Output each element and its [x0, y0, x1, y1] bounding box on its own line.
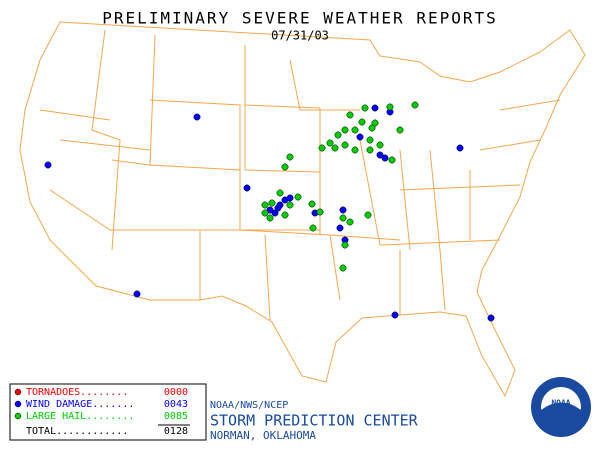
legend: TORNADOES........ 0000 WIND DAMAGE....... 0… [14, 387, 190, 437]
report-dot [336, 224, 344, 232]
report-dot [364, 211, 372, 219]
report-dot [193, 113, 201, 121]
report-dot [271, 209, 279, 217]
report-dot [294, 193, 302, 201]
report-dot [316, 208, 324, 216]
report-dot [268, 199, 276, 207]
legend-count: 0085 [164, 411, 188, 422]
report-dot [388, 156, 396, 164]
noaa-logo: NOAA [531, 377, 591, 437]
report-dot [351, 146, 359, 154]
report-dot [281, 211, 289, 219]
title: PRELIMINARY SEVERE WEATHER REPORTS [102, 9, 498, 28]
report-dot [371, 119, 379, 127]
legend-dot [14, 388, 22, 396]
report-dot [274, 204, 282, 212]
report-dot [286, 194, 294, 202]
report-dot [376, 141, 384, 149]
report-dot [346, 218, 354, 226]
report-dot [266, 214, 274, 222]
report-dot [286, 153, 294, 161]
state-lines [39, 29, 561, 321]
report-dot [309, 224, 317, 232]
report-dot [351, 126, 359, 134]
map [19, 21, 586, 398]
report-dot [358, 118, 366, 126]
report-dot [346, 111, 354, 119]
report-dot [339, 206, 347, 214]
location: NORMAN, OKLAHOMA [210, 429, 316, 442]
report-dot [341, 126, 349, 134]
report-dot [376, 151, 384, 159]
report-dot [411, 101, 419, 109]
report-dot [391, 311, 399, 319]
report-dot [371, 104, 379, 112]
report-dot [261, 209, 269, 217]
report-dot [133, 290, 141, 298]
report-dot [341, 241, 349, 249]
report-dot [261, 201, 269, 209]
report-dot [308, 200, 316, 208]
total-count: 0128 [164, 426, 188, 437]
report-dots [44, 101, 495, 322]
report-dot [276, 189, 284, 197]
agency: NOAA/NWS/NCEP [210, 400, 288, 411]
logo-text: NOAA [551, 399, 570, 408]
report-dot [266, 206, 274, 214]
report-dot [281, 163, 289, 171]
report-dot [243, 184, 251, 192]
date: 07/31/03 [271, 29, 329, 43]
report-dot [326, 139, 334, 147]
report-dot [334, 131, 342, 139]
report-dot [286, 201, 294, 209]
report-dot [331, 144, 339, 152]
report-dot [396, 126, 404, 134]
legend-label: LARGE HAIL........ [26, 411, 134, 422]
report-dot [368, 124, 376, 132]
report-dot [487, 314, 495, 322]
legend-dot [14, 412, 22, 420]
center: STORM PREDICTION CENTER [210, 412, 419, 430]
report-dot [341, 141, 349, 149]
legend-count: 0043 [164, 399, 188, 410]
report-dot [366, 146, 374, 154]
legend-box [9, 383, 207, 441]
legend-count: 0000 [164, 387, 188, 398]
report-dot [318, 144, 326, 152]
report-dot [44, 161, 52, 169]
legend-label: TORNADOES........ [26, 387, 128, 398]
legend-label: WIND DAMAGE....... [26, 399, 134, 410]
report-dot [386, 103, 394, 111]
us-outline [19, 21, 586, 398]
report-dot [339, 214, 347, 222]
report-dot [381, 154, 389, 162]
total-label: TOTAL............ [26, 426, 128, 437]
legend-dot [14, 400, 22, 408]
report-dot [456, 144, 464, 152]
report-dot [356, 133, 364, 141]
report-dot [366, 136, 374, 144]
report-dot [361, 104, 369, 112]
report-dot [339, 264, 347, 272]
